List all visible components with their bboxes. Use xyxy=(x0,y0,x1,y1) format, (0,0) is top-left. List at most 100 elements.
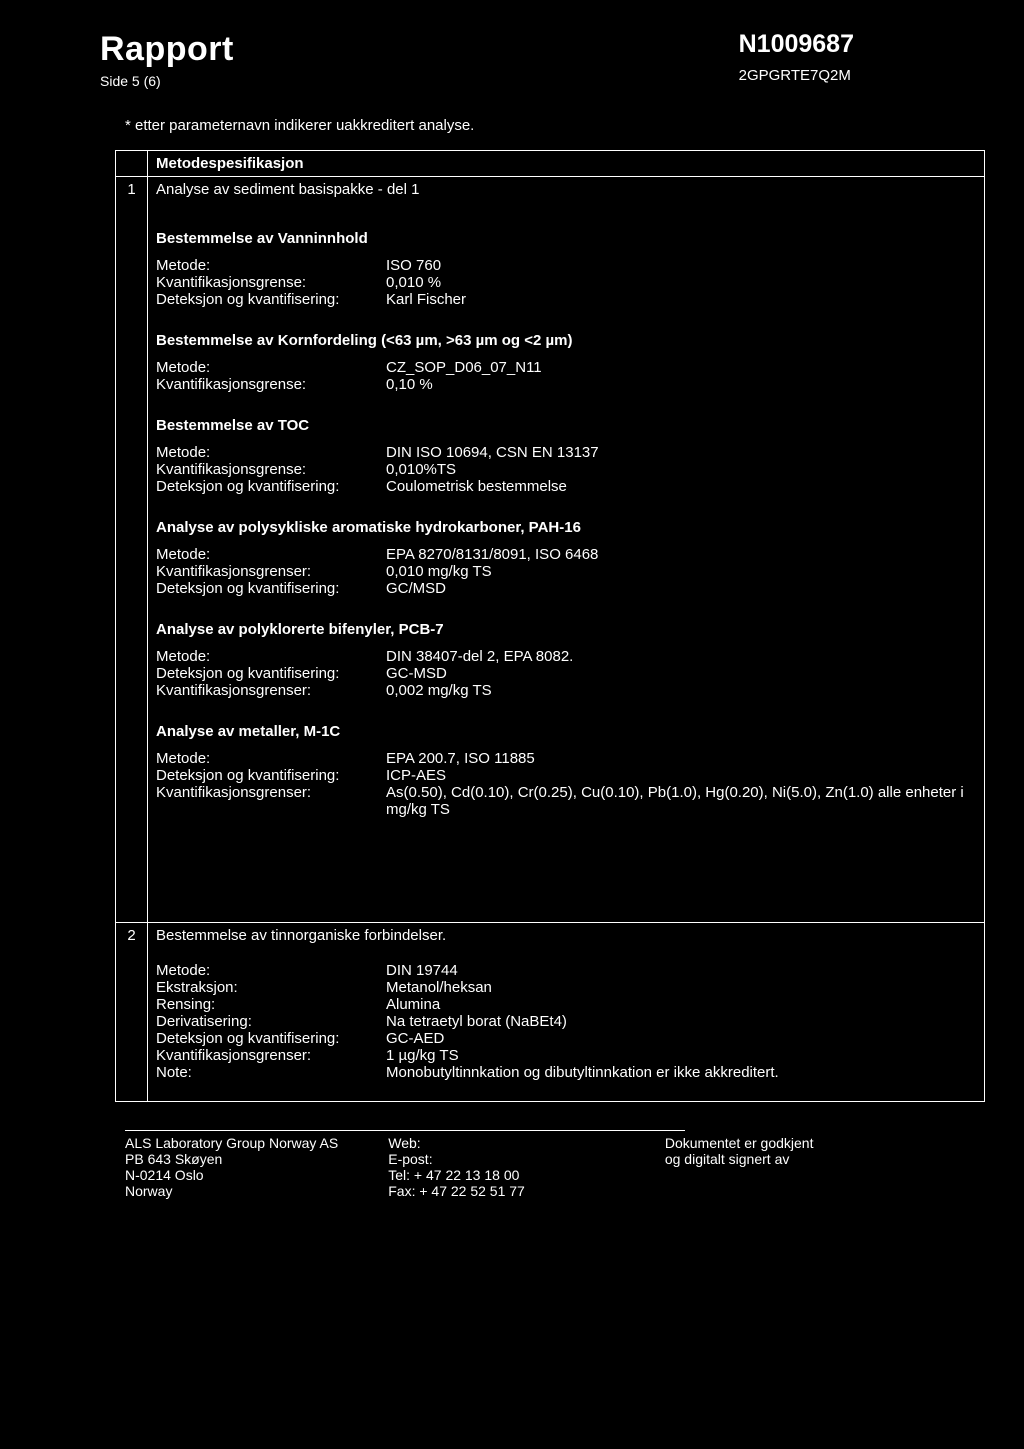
kv-label: Metode: xyxy=(156,750,386,767)
spec-section: Bestemmelse av TOC Metode:DIN ISO 10694, … xyxy=(156,417,976,495)
kv-label: Metode: xyxy=(156,546,386,563)
header-left: Rapport Side 5 (6) xyxy=(50,30,234,89)
kv-row: Metode:EPA 200.7, ISO 11885 xyxy=(156,750,976,767)
kv-label: Derivatisering: xyxy=(156,1013,386,1030)
kv-value: CZ_SOP_D06_07_N11 xyxy=(386,359,976,376)
kv-value: Alumina xyxy=(386,996,976,1013)
kv-value: ICP-AES xyxy=(386,767,976,784)
spec-section: Bestemmelse av Kornfordeling (<63 µm, >6… xyxy=(156,332,976,393)
method-2-num: 2 xyxy=(116,923,148,1102)
kv-value: Coulometrisk bestemmelse xyxy=(386,478,976,495)
kv-row: Deteksjon og kvantifisering:GC-MSD xyxy=(156,665,976,682)
kv-row: Deteksjon og kvantifisering:Karl Fischer xyxy=(156,291,976,308)
kv-value: 1 µg/kg TS xyxy=(386,1047,976,1064)
kv-row: Note:Monobutyltinnkation og dibutyltinnk… xyxy=(156,1064,976,1081)
footer-line: N-0214 Oslo xyxy=(125,1167,338,1183)
method-2-body: Bestemmelse av tinnorganiske forbindelse… xyxy=(148,923,985,1102)
section-title: Analyse av metaller, M-1C xyxy=(156,723,976,740)
kv-value: Monobutyltinnkation og dibutyltinnkation… xyxy=(386,1064,976,1081)
kv-value: GC-MSD xyxy=(386,665,976,682)
kv-row: Kvantifikasjonsgrense:0,010 % xyxy=(156,274,976,291)
kv-label: Kvantifikasjonsgrenser: xyxy=(156,784,386,818)
kv-value: DIN 38407-del 2, EPA 8082. xyxy=(386,648,976,665)
kv-row: Deteksjon og kvantifisering:GC/MSD xyxy=(156,580,976,597)
kv-value: ISO 760 xyxy=(386,257,976,274)
section-title: Analyse av polyklorerte bifenyler, PCB-7 xyxy=(156,621,976,638)
footer-line: Dokumentet er godkjent xyxy=(665,1135,814,1151)
report-title: Rapport xyxy=(100,30,234,69)
kv-label: Kvantifikasjonsgrense: xyxy=(156,376,386,393)
kv-row: Kvantifikasjonsgrenser:0,010 mg/kg TS xyxy=(156,563,976,580)
kv-value: 0,010 % xyxy=(386,274,976,291)
kv-row: Metode:ISO 760 xyxy=(156,257,976,274)
kv-label: Kvantifikasjonsgrenser: xyxy=(156,682,386,699)
footer-line: Fax: + 47 22 52 51 77 xyxy=(388,1183,525,1199)
kv-label: Metode: xyxy=(156,648,386,665)
kv-value: EPA 8270/8131/8091, ISO 6468 xyxy=(386,546,976,563)
kv-row: Ekstraksjon:Metanol/heksan xyxy=(156,979,976,996)
kv-value: DIN 19744 xyxy=(386,962,976,979)
kv-value: As(0.50), Cd(0.10), Cr(0.25), Cu(0.10), … xyxy=(386,784,976,818)
footer-col-contact: Web:E-post:Tel: + 47 22 13 18 00Fax: + 4… xyxy=(388,1135,525,1199)
kv-value: GC-AED xyxy=(386,1030,976,1047)
page: Rapport Side 5 (6) N1009687 2GPGRTE7Q2M … xyxy=(0,0,1024,1229)
kv-row: Kvantifikasjonsgrenser:0,002 mg/kg TS xyxy=(156,682,976,699)
header: Rapport Side 5 (6) N1009687 2GPGRTE7Q2M xyxy=(50,30,974,89)
kv-row: Kvantifikasjonsgrense:0,10 % xyxy=(156,376,976,393)
kv-label: Deteksjon og kvantifisering: xyxy=(156,1030,386,1047)
kv-row: Deteksjon og kvantifisering:GC-AED xyxy=(156,1030,976,1047)
kv-row: Rensing:Alumina xyxy=(156,996,976,1013)
method-2-row: 2 Bestemmelse av tinnorganiske forbindel… xyxy=(116,923,985,1102)
footer-line: ALS Laboratory Group Norway AS xyxy=(125,1135,338,1151)
report-code: 2GPGRTE7Q2M xyxy=(739,67,854,84)
kv-row: Deteksjon og kvantifisering:Coulometrisk… xyxy=(156,478,976,495)
spec-section: Analyse av polysykliske aromatiske hydro… xyxy=(156,519,976,597)
kv-value: EPA 200.7, ISO 11885 xyxy=(386,750,976,767)
footer: ALS Laboratory Group Norway ASPB 643 Skø… xyxy=(50,1135,974,1199)
footer-rule xyxy=(125,1130,685,1131)
method-1-intro-row: 1 Analyse av sediment basispakke - del 1 xyxy=(116,177,985,203)
kv-row: Metode:EPA 8270/8131/8091, ISO 6468 xyxy=(156,546,976,563)
method-1-body: Bestemmelse av VanninnholdMetode:ISO 760… xyxy=(148,202,985,923)
kv-value: DIN ISO 10694, CSN EN 13137 xyxy=(386,444,976,461)
kv-row: Metode:DIN 38407-del 2, EPA 8082. xyxy=(156,648,976,665)
kv-label: Deteksjon og kvantifisering: xyxy=(156,665,386,682)
section-title: Bestemmelse av Vanninnhold xyxy=(156,230,976,247)
spec-section: Analyse av metaller, M-1C Metode:EPA 200.… xyxy=(156,723,976,818)
method-1-body-row: Bestemmelse av VanninnholdMetode:ISO 760… xyxy=(116,202,985,923)
kv-label: Metode: xyxy=(156,257,386,274)
section-title: Bestemmelse av TOC xyxy=(156,417,976,434)
kv-row: Kvantifikasjonsgrenser:1 µg/kg TS xyxy=(156,1047,976,1064)
kv-row: Kvantifikasjonsgrenser:As(0.50), Cd(0.10… xyxy=(156,784,976,818)
section-title: Analyse av polysykliske aromatiske hydro… xyxy=(156,519,976,536)
kv-value: GC/MSD xyxy=(386,580,976,597)
kv-value: Karl Fischer xyxy=(386,291,976,308)
kv-label: Kvantifikasjonsgrense: xyxy=(156,461,386,478)
kv-label: Metode: xyxy=(156,962,386,979)
footer-line: PB 643 Skøyen xyxy=(125,1151,338,1167)
page-label: Side 5 (6) xyxy=(100,73,234,89)
kv-label: Metode: xyxy=(156,444,386,461)
kv-label: Ekstraksjon: xyxy=(156,979,386,996)
header-num-cell xyxy=(116,151,148,177)
kv-value: 0,002 mg/kg TS xyxy=(386,682,976,699)
kv-label: Kvantifikasjonsgrense: xyxy=(156,274,386,291)
kv-label: Deteksjon og kvantifisering: xyxy=(156,478,386,495)
kv-row: Metode:CZ_SOP_D06_07_N11 xyxy=(156,359,976,376)
spec-section: Analyse av polyklorerte bifenyler, PCB-7… xyxy=(156,621,976,699)
kv-label: Note: xyxy=(156,1064,386,1081)
kv-row: Metode:DIN 19744 xyxy=(156,962,976,979)
header-right: N1009687 2GPGRTE7Q2M xyxy=(739,30,974,89)
kv-label: Rensing: xyxy=(156,996,386,1013)
report-number: N1009687 xyxy=(739,30,854,59)
kv-value: 0,10 % xyxy=(386,376,976,393)
kv-row: Deteksjon og kvantifisering:ICP-AES xyxy=(156,767,976,784)
kv-label: Deteksjon og kvantifisering: xyxy=(156,580,386,597)
kv-label: Deteksjon og kvantifisering: xyxy=(156,291,386,308)
kv-label: Kvantifikasjonsgrenser: xyxy=(156,563,386,580)
kv-label: Metode: xyxy=(156,359,386,376)
footer-line: og digitalt signert av xyxy=(665,1151,814,1167)
section-title: Bestemmelse av Kornfordeling (<63 µm, >6… xyxy=(156,332,976,349)
kv-row: Metode:DIN ISO 10694, CSN EN 13137 xyxy=(156,444,976,461)
method-1-num: 1 xyxy=(116,177,148,203)
